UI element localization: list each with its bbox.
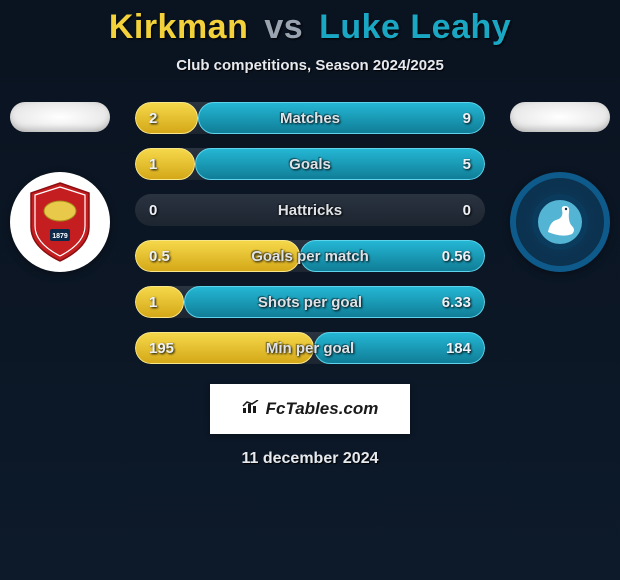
date-text: 11 december 2024: [0, 450, 620, 468]
brand-text: FcTables.com: [266, 399, 379, 419]
stat-row: 16.33Shots per goal: [135, 286, 485, 318]
main-content: 1879 29Matches 15Goals 00Hattricks 0.50.56G…: [0, 102, 620, 364]
player1-name: Kirkman: [109, 8, 249, 46]
stat-row: 00Hattricks: [135, 194, 485, 226]
stat-label: Matches: [135, 110, 485, 127]
subtitle: Club competitions, Season 2024/2025: [0, 57, 620, 74]
stat-row: 15Goals: [135, 148, 485, 180]
page-title: Kirkman vs Luke Leahy: [0, 8, 620, 47]
vs-text: vs: [264, 8, 303, 46]
stat-row: 195184Min per goal: [135, 332, 485, 364]
stat-label: Goals per match: [135, 248, 485, 265]
brand-box: FcTables.com: [210, 384, 410, 434]
header: Kirkman vs Luke Leahy Club competitions,…: [0, 0, 620, 74]
stats-bars: 29Matches 15Goals 00Hattricks 0.50.56Goals …: [135, 102, 485, 364]
stat-label: Goals: [135, 156, 485, 173]
stat-label: Shots per goal: [135, 294, 485, 311]
stat-label: Min per goal: [135, 340, 485, 357]
stat-row: 29Matches: [135, 102, 485, 134]
stat-row: 0.50.56Goals per match: [135, 240, 485, 272]
player1-column: 1879: [0, 102, 120, 272]
chart-icon: [242, 400, 260, 419]
player1-photo: [10, 102, 110, 132]
stat-label: Hattricks: [135, 202, 485, 219]
svg-text:1879: 1879: [52, 233, 68, 240]
player2-column: [500, 102, 620, 272]
player2-club-badge: [510, 172, 610, 272]
player2-name: Luke Leahy: [319, 8, 511, 46]
player1-club-badge: 1879: [10, 172, 110, 272]
player2-photo: [510, 102, 610, 132]
shield-icon: 1879: [25, 181, 95, 263]
swan-icon: [530, 192, 590, 252]
